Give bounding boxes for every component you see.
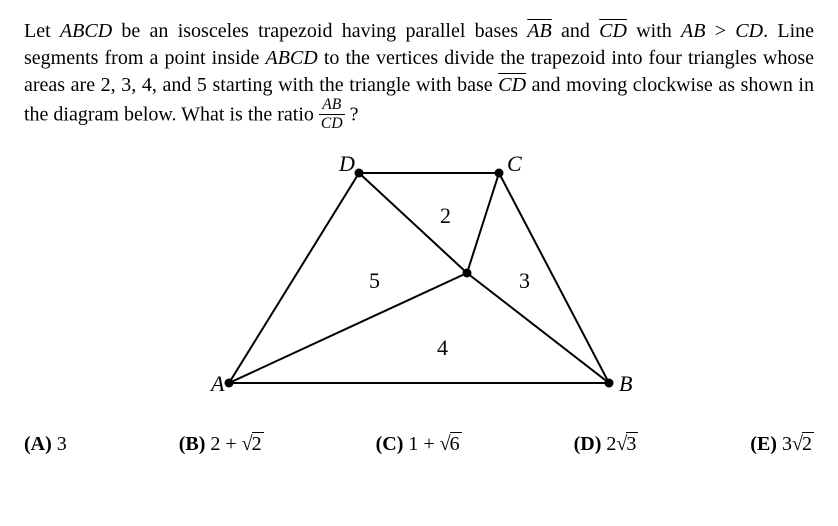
- answer-choices: (A) 3 (B) 2 + 2 (C) 1 + 6 (D) 23 (E) 32: [24, 431, 814, 458]
- svg-text:3: 3: [519, 268, 530, 293]
- sqrt-icon: [616, 433, 627, 455]
- text: ?: [345, 104, 359, 126]
- svg-text:A: A: [209, 371, 225, 396]
- choice-letter: (D): [574, 433, 602, 455]
- choice-lead: 3: [777, 433, 792, 455]
- frac-den: CD: [319, 115, 345, 132]
- choice-lead: 1 +: [403, 433, 439, 455]
- choice-letter: (A): [24, 433, 52, 455]
- sqrt-arg: 2: [252, 432, 264, 455]
- choice-lead: 2 +: [205, 433, 241, 455]
- problem-statement: Let ABCD be an isosceles trapezoid havin…: [24, 18, 814, 133]
- choice-c: (C) 1 + 6: [376, 431, 462, 458]
- choice-letter: (C): [376, 433, 404, 455]
- text: >: [705, 20, 735, 42]
- svg-text:2: 2: [440, 203, 451, 228]
- seg-cd2: CD: [498, 74, 526, 96]
- var-ab: AB: [681, 20, 705, 42]
- svg-text:B: B: [619, 371, 632, 396]
- svg-text:C: C: [507, 151, 522, 176]
- svg-text:4: 4: [437, 335, 448, 360]
- choice-b: (B) 2 + 2: [179, 431, 264, 458]
- diagram-container: A B C D 2 3 4 5: [24, 143, 814, 421]
- svg-text:5: 5: [369, 268, 380, 293]
- ratio-fraction: ABCD: [319, 97, 345, 131]
- choice-lead: 2: [601, 433, 616, 455]
- var-abcd2: ABCD: [266, 47, 318, 69]
- choice-letter: (B): [179, 433, 206, 455]
- sqrt-arg: 2: [802, 432, 814, 455]
- sqrt-icon: [242, 433, 253, 455]
- choice-a: (A) 3: [24, 431, 67, 458]
- svg-text:D: D: [338, 151, 355, 176]
- seg-ab: AB: [527, 20, 551, 42]
- text: be an isosceles trapezoid having paralle…: [112, 20, 527, 42]
- sqrt-icon: [792, 433, 803, 455]
- text: Let: [24, 20, 60, 42]
- seg-cd: CD: [599, 20, 627, 42]
- text: with: [627, 20, 681, 42]
- sqrt-arg: 3: [626, 432, 638, 455]
- choice-value: 3: [52, 433, 67, 455]
- sqrt-arg: 6: [450, 432, 462, 455]
- choice-d: (D) 23: [574, 431, 639, 458]
- var-cd: CD: [735, 20, 763, 42]
- frac-num: AB: [319, 97, 345, 115]
- text: and: [552, 20, 599, 42]
- choice-e: (E) 32: [750, 431, 814, 458]
- sqrt-icon: [440, 433, 451, 455]
- var-abcd: ABCD: [60, 20, 112, 42]
- trapezoid-diagram: A B C D 2 3 4 5: [189, 143, 649, 413]
- choice-letter: (E): [750, 433, 777, 455]
